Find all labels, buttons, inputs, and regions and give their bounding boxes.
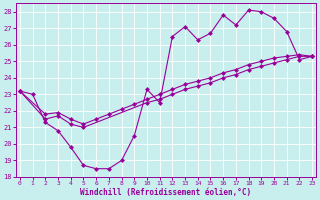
X-axis label: Windchill (Refroidissement éolien,°C): Windchill (Refroidissement éolien,°C)	[80, 188, 252, 197]
